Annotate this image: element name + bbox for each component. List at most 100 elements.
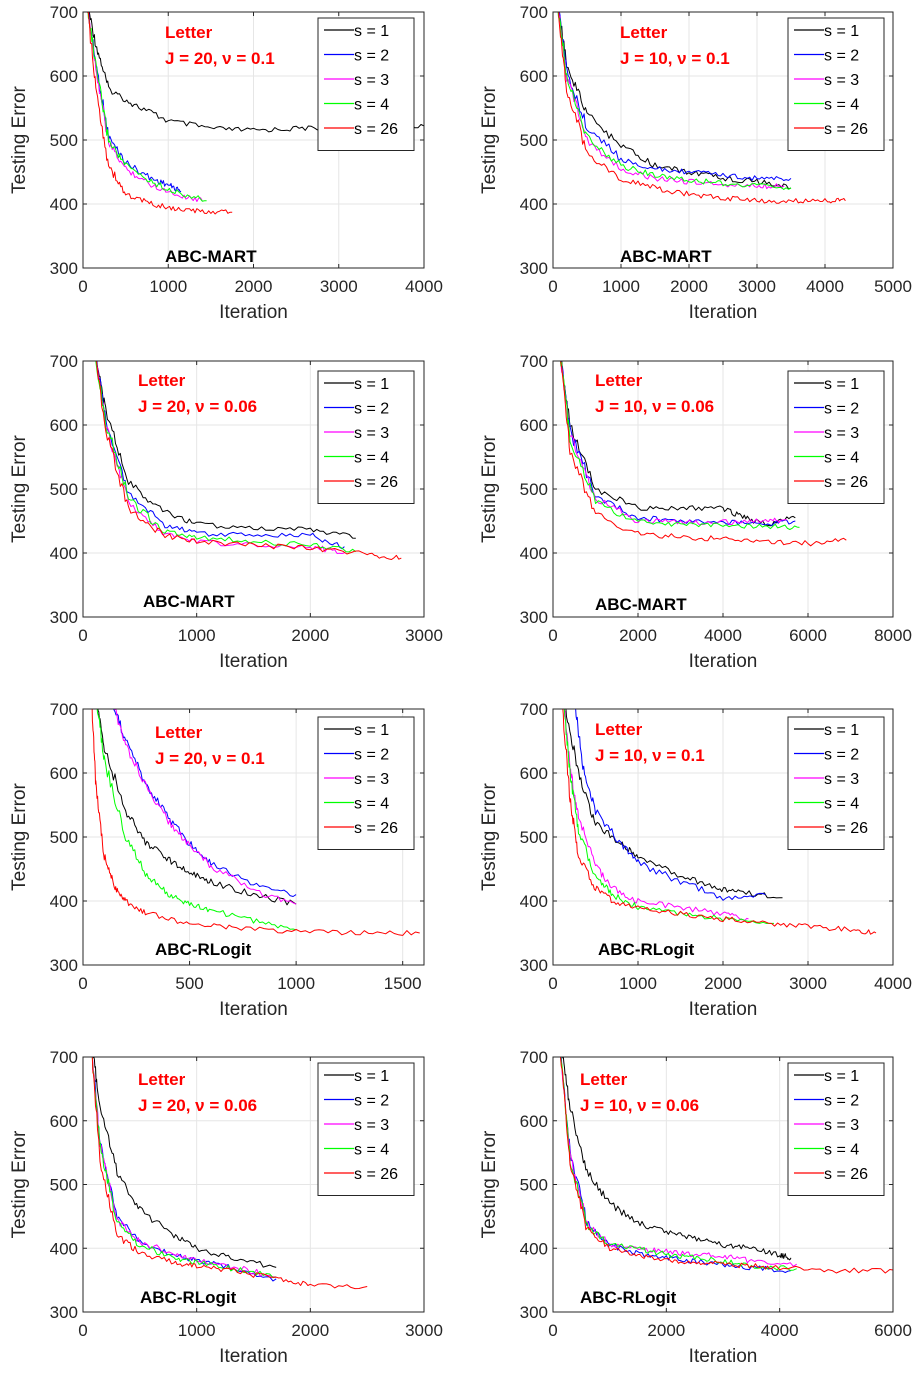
x-tick-label: 0 xyxy=(78,277,87,296)
legend-label: s = 4 xyxy=(824,796,859,813)
series-line-s4 xyxy=(557,12,792,190)
series-line-s1 xyxy=(92,1057,277,1268)
x-axis-label: Iteration xyxy=(219,1346,288,1367)
axes-box xyxy=(552,360,894,618)
y-tick-label: 700 xyxy=(50,700,78,719)
x-tick-label: 1000 xyxy=(277,974,315,993)
params-annotation: J = 10, ν = 0.06 xyxy=(595,397,714,416)
x-axis-label: Iteration xyxy=(689,302,758,323)
x-tick-label: 4000 xyxy=(806,277,844,296)
y-tick-label: 600 xyxy=(520,1112,548,1131)
y-tick-label: 300 xyxy=(520,956,548,975)
series-group xyxy=(562,709,877,935)
y-tick-label: 400 xyxy=(520,544,548,563)
legend-label: s = 1 xyxy=(354,722,389,739)
series-line-s1 xyxy=(95,361,356,539)
legend-label: s = 4 xyxy=(354,796,389,813)
legend-label: s = 26 xyxy=(824,1166,868,1183)
legend-label: s = 3 xyxy=(824,72,859,89)
x-axis-label: Iteration xyxy=(689,651,758,672)
legend-label: s = 1 xyxy=(824,1068,859,1085)
legend: s = 1 s = 2 s = 3 s = 4 s = 26 xyxy=(317,716,415,850)
series-group xyxy=(560,361,847,547)
series-group xyxy=(91,709,420,936)
x-tick-label: 0 xyxy=(548,974,557,993)
x-tick-label: 0 xyxy=(78,1321,87,1340)
x-tick-label: 3000 xyxy=(789,974,827,993)
x-tick-label: 4000 xyxy=(405,277,443,296)
legend-label: s = 4 xyxy=(354,1142,389,1159)
subplot-8: 0 2000 4000 6000 300 400 500 600 700 Iteration Tes… xyxy=(479,1048,912,1367)
legend-label: s = 1 xyxy=(824,23,859,40)
x-tick-label: 3000 xyxy=(405,1321,443,1340)
legend-label: s = 4 xyxy=(354,97,389,114)
y-tick-label: 700 xyxy=(520,1048,548,1067)
series-group xyxy=(91,1057,368,1290)
x-tick-label: 3000 xyxy=(405,626,443,645)
dataset-annotation: Letter xyxy=(155,723,203,742)
legend-label: s = 1 xyxy=(824,722,859,739)
series-line-s1 xyxy=(565,709,783,899)
x-tick-label: 1000 xyxy=(602,277,640,296)
legend-label: s = 1 xyxy=(824,376,859,393)
y-tick-label: 300 xyxy=(520,259,548,278)
axes-box xyxy=(552,708,894,966)
y-tick-label: 500 xyxy=(50,131,78,150)
axes-box xyxy=(82,708,425,966)
x-tick-label: 3000 xyxy=(738,277,776,296)
y-tick-label: 500 xyxy=(50,828,78,847)
x-tick-label: 2000 xyxy=(291,626,329,645)
x-tick-label: 1000 xyxy=(619,974,657,993)
subplot-4: 0 2000 4000 6000 8000 300 400 500 600 700 Iteratio… xyxy=(479,352,912,672)
series-line-s3 xyxy=(114,709,297,905)
y-tick-label: 400 xyxy=(520,195,548,214)
series-line-s2 xyxy=(575,709,766,901)
method-annotation: ABC-MART xyxy=(620,247,712,266)
series-line-s3 xyxy=(560,361,787,526)
dataset-annotation: Letter xyxy=(165,23,213,42)
series-line-s1 xyxy=(562,1057,792,1261)
legend-label: s = 3 xyxy=(354,771,389,788)
y-tick-label: 700 xyxy=(520,352,548,371)
legend-label: s = 3 xyxy=(354,72,389,89)
axes-box xyxy=(82,1056,425,1313)
method-annotation: ABC-MART xyxy=(165,247,257,266)
x-tick-label: 0 xyxy=(548,626,557,645)
legend: s = 1 s = 2 s = 3 s = 4 s = 26 xyxy=(317,1062,415,1196)
x-tick-label: 2000 xyxy=(647,1321,685,1340)
y-tick-label: 700 xyxy=(50,3,78,22)
legend-label: s = 26 xyxy=(354,820,398,837)
legend-label: s = 4 xyxy=(824,97,859,114)
method-annotation: ABC-MART xyxy=(143,592,235,611)
subplot-5: 0 500 1000 1500 300 400 500 600 700 Iteration Test… xyxy=(9,700,425,1020)
y-tick-label: 400 xyxy=(50,1239,78,1258)
x-tick-label: 1000 xyxy=(149,277,187,296)
y-tick-label: 300 xyxy=(520,608,548,627)
x-tick-label: 0 xyxy=(548,277,557,296)
dataset-annotation: Letter xyxy=(138,1070,186,1089)
legend: s = 1 s = 2 s = 3 s = 4 s = 26 xyxy=(317,370,415,504)
params-annotation: J = 10, ν = 0.1 xyxy=(595,746,705,765)
x-tick-label: 2000 xyxy=(291,1321,329,1340)
params-annotation: J = 10, ν = 0.06 xyxy=(580,1096,699,1115)
y-tick-label: 500 xyxy=(520,480,548,499)
x-axis-label: Iteration xyxy=(219,651,288,672)
x-tick-label: 1500 xyxy=(384,974,422,993)
legend-label: s = 2 xyxy=(354,48,389,65)
series-group xyxy=(95,361,402,560)
series-line-s1 xyxy=(557,12,792,190)
x-tick-label: 2000 xyxy=(704,974,742,993)
y-axis-label: Testing Error xyxy=(479,1130,500,1238)
params-annotation: J = 20, ν = 0.1 xyxy=(165,49,275,68)
y-tick-label: 500 xyxy=(520,1176,548,1195)
axes-box xyxy=(82,11,425,269)
legend-label: s = 1 xyxy=(354,376,389,393)
legend-label: s = 2 xyxy=(824,1093,859,1110)
series-line-s3 xyxy=(87,12,203,202)
x-tick-label: 4000 xyxy=(704,626,742,645)
legend-label: s = 26 xyxy=(354,474,398,491)
x-tick-label: 3000 xyxy=(320,277,358,296)
x-tick-label: 5000 xyxy=(874,277,912,296)
y-tick-label: 300 xyxy=(520,1303,548,1322)
x-tick-label: 0 xyxy=(78,974,87,993)
